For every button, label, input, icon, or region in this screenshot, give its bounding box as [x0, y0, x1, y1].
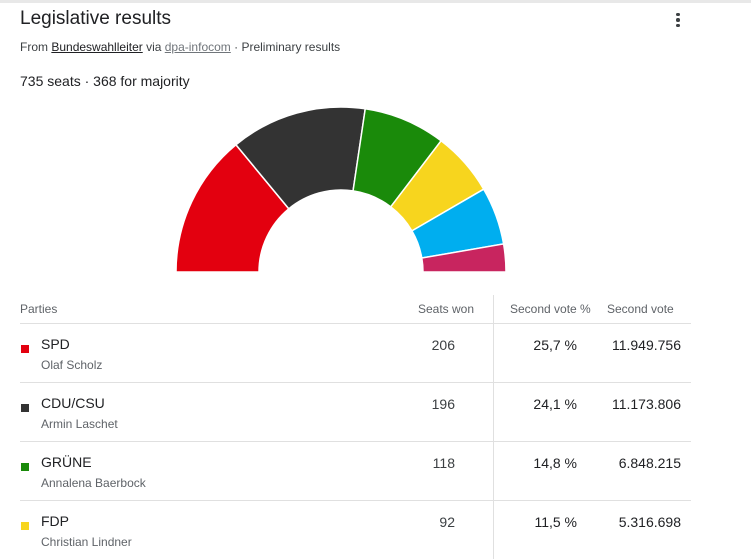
seats-won: 118 — [432, 455, 455, 471]
party-color-swatch — [21, 345, 29, 353]
second-vote-pct: 25,7 % — [533, 337, 577, 353]
header-parties: Parties — [20, 302, 58, 316]
second-vote-pct: 14,8 % — [533, 455, 577, 471]
second-vote-pct: 24,1 % — [533, 396, 577, 412]
party-color-swatch — [21, 522, 29, 530]
header-second-vote-pct: Second vote % — [510, 302, 591, 316]
party-name: GRÜNE — [41, 454, 92, 470]
party-leader: Armin Laschet — [41, 417, 118, 431]
party-name: SPD — [41, 336, 70, 352]
source-link[interactable]: Bundeswahlleiter — [51, 40, 143, 54]
page-title: Legislative results — [20, 8, 172, 29]
top-border — [0, 0, 751, 3]
provider-link[interactable]: dpa-infocom — [164, 40, 231, 54]
seats-won: 196 — [431, 396, 455, 412]
second-vote: 6.848.215 — [618, 455, 681, 471]
seats-summary: 735 seats · 368 for majority — [20, 73, 190, 89]
menu-dot — [676, 23, 680, 28]
party-color-swatch — [21, 404, 29, 412]
party-leader: Olaf Scholz — [41, 358, 103, 372]
more-vert-icon[interactable] — [670, 10, 686, 30]
table-header: Parties Seats won Second vote % Second v… — [20, 295, 691, 324]
source-prefix: From — [20, 40, 52, 54]
seats-won: 92 — [439, 514, 455, 530]
table-row[interactable]: SPD Olaf Scholz 206 25,7 % 11.949.756 — [20, 324, 691, 383]
source-line: From Bundeswahlleiter via dpa-infocom · … — [20, 40, 340, 54]
menu-dot — [676, 12, 680, 17]
header-seats: Seats won — [418, 302, 475, 316]
second-vote: 11.949.756 — [611, 337, 681, 353]
table-row[interactable]: CDU/CSU Armin Laschet 196 24,1 % 11.173.… — [20, 383, 691, 442]
header-second-vote: Second vote — [607, 302, 674, 316]
column-divider — [493, 295, 494, 559]
party-color-swatch — [21, 463, 29, 471]
seat-chart — [175, 106, 507, 273]
second-vote: 11.173.806 — [611, 396, 681, 412]
table-row[interactable]: GRÜNE Annalena Baerbock 118 14,8 % 6.848… — [20, 442, 691, 501]
source-via: via — [142, 40, 165, 54]
seat-segment-5[interactable] — [420, 243, 507, 273]
party-leader: Annalena Baerbock — [41, 476, 146, 490]
second-vote: 5.316.698 — [618, 514, 681, 530]
menu-dot — [676, 18, 680, 22]
source-status: · Preliminary results — [230, 40, 341, 54]
table-row[interactable]: FDP Christian Lindner 92 11,5 % 5.316.69… — [20, 501, 691, 559]
party-name: CDU/CSU — [41, 395, 105, 411]
second-vote-pct: 11,5 % — [534, 514, 577, 530]
party-name: FDP — [41, 513, 69, 529]
seats-won: 206 — [431, 337, 455, 353]
party-leader: Christian Lindner — [41, 535, 132, 549]
